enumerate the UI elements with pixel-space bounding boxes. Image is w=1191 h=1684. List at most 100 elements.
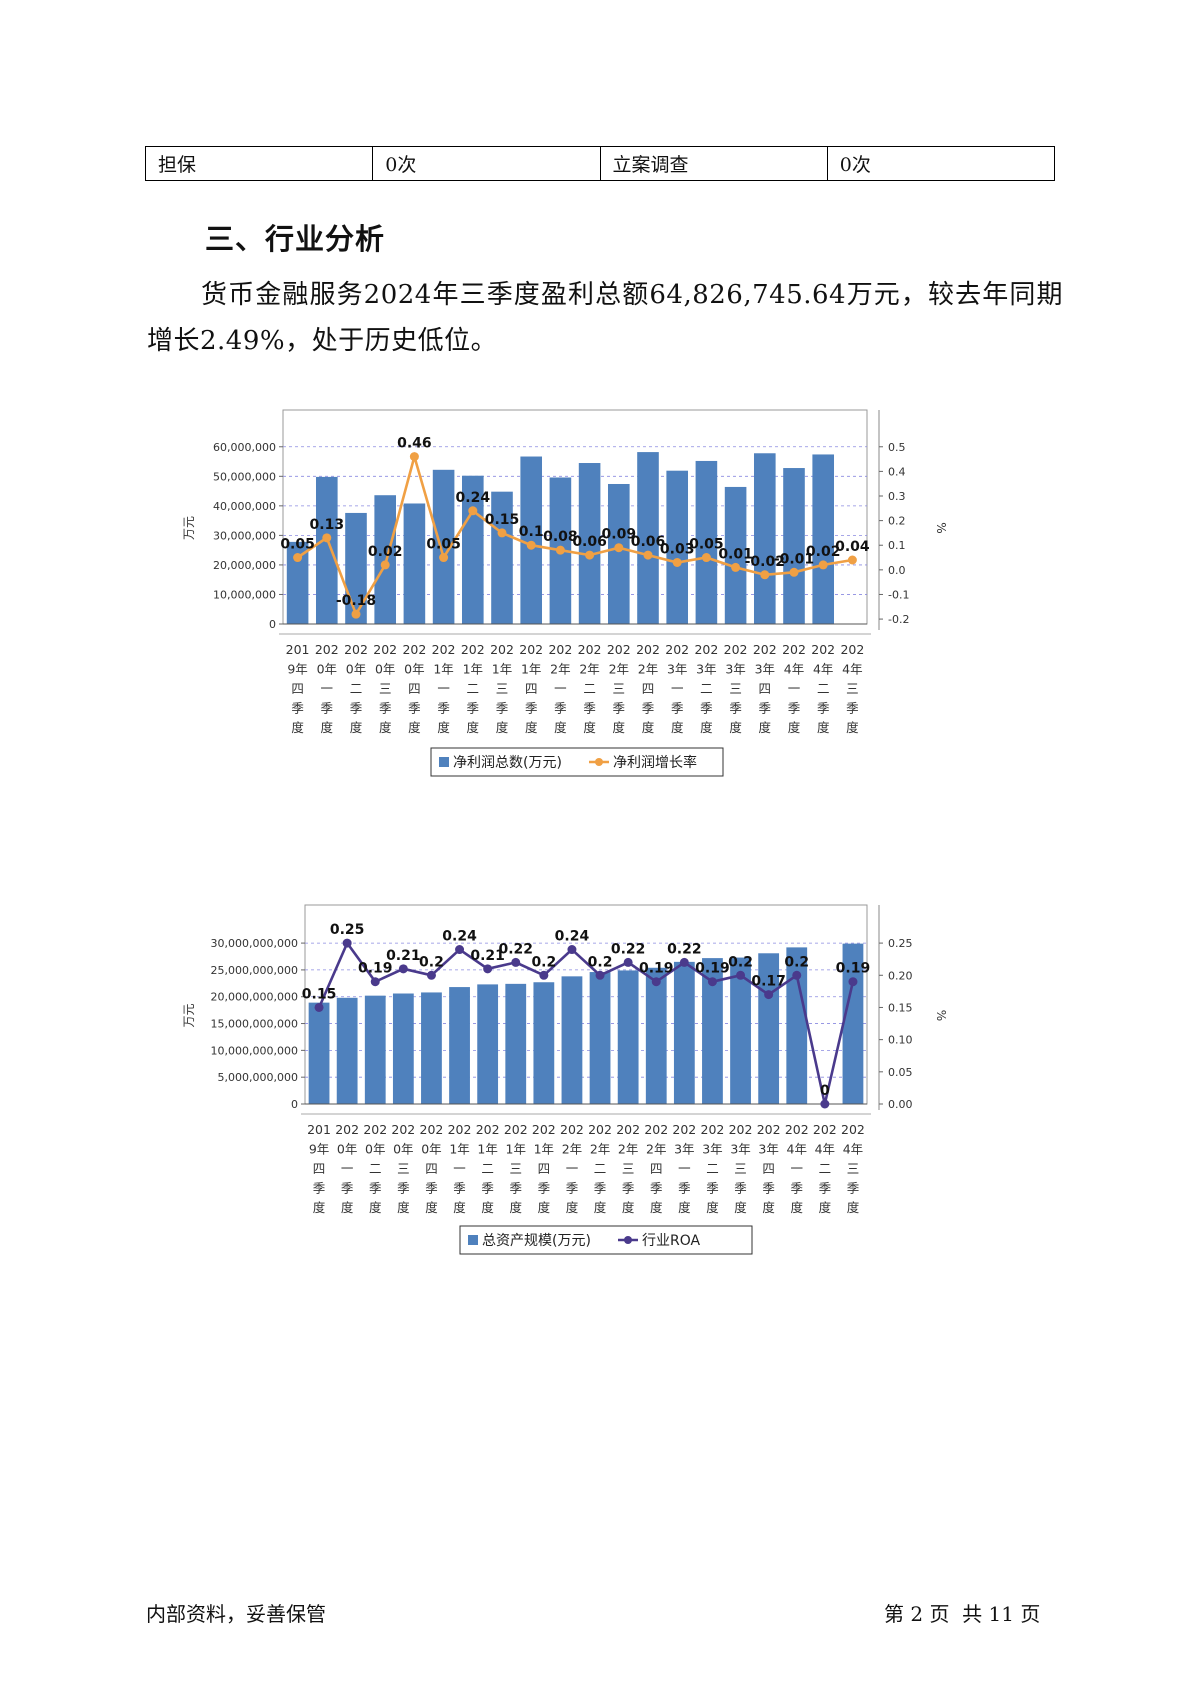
data-label: 0.02	[806, 544, 841, 560]
x-tick-label-line: 度	[671, 720, 684, 735]
x-tick-label-line: 一	[678, 1161, 691, 1176]
data-label: 0.05	[689, 537, 724, 553]
x-tick-label-line: 1年	[477, 1142, 497, 1157]
x-tick-label-line: 二	[700, 681, 713, 696]
legend-label: 行业ROA	[642, 1233, 701, 1249]
x-tick-label-line: 度	[788, 720, 801, 735]
data-label: 0.02	[368, 544, 403, 560]
x-tick-label-line: 一	[437, 681, 450, 696]
y2-axis-title: %	[934, 522, 948, 533]
x-tick-label-line: 季	[790, 1181, 803, 1196]
x-tick-label: 202 3年二季度	[694, 642, 718, 735]
x-tick-label-line: 季	[583, 701, 596, 716]
data-label: 0.25	[330, 922, 365, 938]
x-tick-label-line: 季	[291, 701, 304, 716]
x-tick-label: 202 1年四季度	[519, 642, 543, 735]
x-tick-label-line: 季	[509, 1181, 522, 1196]
data-label: 0.2	[419, 954, 444, 970]
x-tick-label-line: 季	[671, 701, 684, 716]
x-tick-label-line: 度	[817, 720, 830, 735]
data-label: 0.09	[602, 527, 637, 543]
y-tick-label: 5,000,000,000	[218, 1071, 298, 1084]
bar	[783, 468, 805, 624]
x-tick-label-line: 季	[734, 1181, 747, 1196]
data-label: 0.22	[667, 941, 702, 957]
x-tick-label-line: 202	[672, 1122, 696, 1137]
x-tick-label-line: 三	[509, 1161, 522, 1176]
x-tick-label-line: 一	[321, 681, 334, 696]
y2-tick-label: 0.10	[888, 1034, 913, 1047]
x-tick-label-line: 0年	[317, 662, 337, 677]
x-tick-label: 202 0年三季度	[373, 642, 397, 735]
x-tick-label: 202 0年一季度	[335, 1122, 359, 1215]
bar	[786, 947, 808, 1104]
series-point	[614, 543, 624, 553]
x-tick-label-line: 202	[448, 1122, 472, 1137]
bar	[336, 997, 358, 1104]
x-tick-label-line: 度	[847, 1200, 860, 1215]
data-label: 0.24	[456, 490, 491, 506]
x-tick-label: 202 0年四季度	[420, 1122, 444, 1215]
chart-title: 净利润变化图	[514, 392, 616, 395]
x-tick-label-line: 度	[790, 1200, 803, 1215]
x-tick-label: 202 2年二季度	[578, 642, 602, 735]
x-tick-label-line: 季	[379, 701, 392, 716]
x-tick-label-line: 度	[467, 720, 480, 735]
x-tick-label-line: 202	[402, 642, 426, 657]
x-tick-label: 202 3年四季度	[757, 1122, 781, 1215]
series-point	[789, 567, 799, 577]
x-tick-label: 202 4年三季度	[841, 1122, 865, 1215]
x-tick-label-line: 202	[363, 1122, 387, 1137]
x-tick-label-line: 一	[453, 1161, 466, 1176]
x-tick-label-line: 一	[671, 681, 684, 696]
x-tick-label-line: 202	[344, 642, 368, 657]
x-tick-label: 202 1年二季度	[461, 642, 485, 735]
x-tick-label-line: 3年	[730, 1142, 750, 1157]
data-label: 0.1	[519, 524, 544, 540]
series-point	[847, 555, 857, 565]
x-tick-label: 202 2年一季度	[560, 1122, 584, 1215]
x-tick-label-line: 季	[817, 701, 830, 716]
x-tick-label-line: 度	[759, 720, 772, 735]
data-label: -0.02	[745, 554, 785, 570]
bar	[315, 476, 338, 624]
x-tick-label-line: 202	[335, 1122, 359, 1137]
x-tick-label: 202 0年二季度	[344, 642, 368, 735]
x-tick-label-line: 0年	[337, 1142, 357, 1157]
x-tick-label-line: 0年	[404, 662, 424, 677]
bar	[645, 967, 667, 1104]
table-cell-investigation-label: 立案调查	[599, 146, 828, 181]
x-tick-label-line: 季	[846, 701, 859, 716]
data-label: 0.2	[588, 954, 613, 970]
x-tick-label-line: 度	[341, 1200, 354, 1215]
x-tick-label-line: 季	[525, 701, 538, 716]
bar	[812, 454, 835, 624]
x-tick-label-line: 1年	[506, 1142, 526, 1157]
series-point	[643, 550, 653, 560]
x-tick-label-line: 4年	[784, 662, 804, 677]
x-tick-label-line: 202	[701, 1122, 725, 1137]
info-table: 担保 0次 立案调查 0次	[144, 146, 1056, 181]
x-tick-label-line: 一	[341, 1161, 354, 1176]
bar	[449, 987, 470, 1104]
x-tick-label-line: 三	[613, 681, 626, 696]
x-tick-label-line: 2年	[638, 662, 658, 677]
bar	[403, 503, 426, 624]
data-label: 0.22	[611, 941, 646, 957]
x-tick-label-line: 202	[665, 642, 689, 657]
x-tick-label-line: 度	[642, 720, 655, 735]
x-tick-label-line: 季	[313, 1181, 326, 1196]
x-tick-label: 202 0年一季度	[315, 642, 339, 735]
x-tick-label-line: 季	[321, 701, 334, 716]
data-label: 0.06	[631, 534, 666, 550]
data-label: -0.01	[774, 551, 814, 567]
series-point	[342, 938, 352, 948]
x-tick-label-line: 季	[613, 701, 626, 716]
data-label: 0.05	[280, 537, 315, 553]
x-tick-label-line: 度	[321, 720, 334, 735]
series-point	[380, 560, 390, 570]
x-tick-label-line: 度	[650, 1200, 663, 1215]
series-point	[439, 553, 449, 563]
x-tick-label-line: 度	[538, 1200, 551, 1215]
legend-bar-swatch	[468, 1235, 478, 1245]
